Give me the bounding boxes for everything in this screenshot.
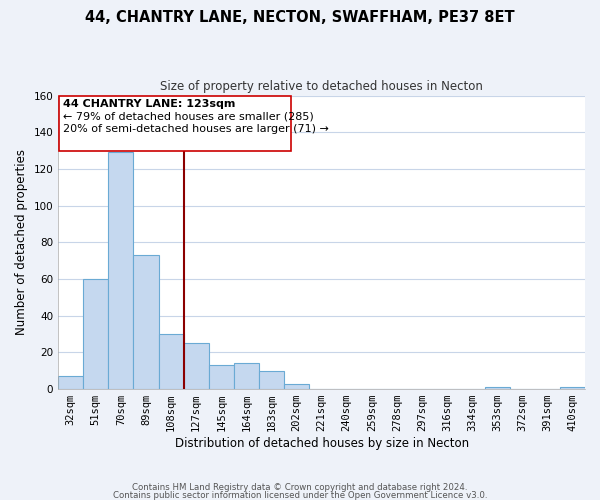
Text: Contains HM Land Registry data © Crown copyright and database right 2024.: Contains HM Land Registry data © Crown c… <box>132 484 468 492</box>
Bar <box>58 376 83 389</box>
Bar <box>133 255 158 389</box>
Bar <box>485 387 510 389</box>
X-axis label: Distribution of detached houses by size in Necton: Distribution of detached houses by size … <box>175 437 469 450</box>
Bar <box>158 334 184 389</box>
Bar <box>560 387 585 389</box>
Bar <box>83 279 109 389</box>
Bar <box>209 365 234 389</box>
Text: Contains public sector information licensed under the Open Government Licence v3: Contains public sector information licen… <box>113 490 487 500</box>
Text: ← 79% of detached houses are smaller (285): ← 79% of detached houses are smaller (28… <box>63 111 314 121</box>
FancyBboxPatch shape <box>59 96 292 150</box>
Text: 20% of semi-detached houses are larger (71) →: 20% of semi-detached houses are larger (… <box>63 124 329 134</box>
Bar <box>109 152 133 389</box>
Bar <box>284 384 309 389</box>
Bar <box>234 364 259 389</box>
Y-axis label: Number of detached properties: Number of detached properties <box>15 150 28 336</box>
Text: 44 CHANTRY LANE: 123sqm: 44 CHANTRY LANE: 123sqm <box>63 99 236 109</box>
Bar <box>259 370 284 389</box>
Bar <box>184 343 209 389</box>
Title: Size of property relative to detached houses in Necton: Size of property relative to detached ho… <box>160 80 483 93</box>
Text: 44, CHANTRY LANE, NECTON, SWAFFHAM, PE37 8ET: 44, CHANTRY LANE, NECTON, SWAFFHAM, PE37… <box>85 10 515 25</box>
